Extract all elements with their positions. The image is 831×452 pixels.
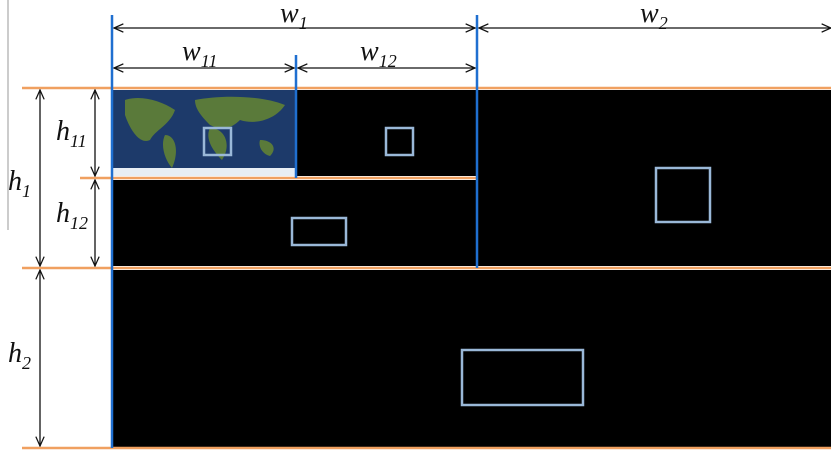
label-base: w (360, 36, 379, 67)
label-sub: 1 (299, 13, 308, 33)
feature-map (112, 270, 831, 448)
label: h1 (8, 166, 31, 201)
label: w11 (182, 36, 217, 71)
label-sub: 12 (379, 51, 397, 71)
label: h11 (56, 116, 87, 151)
label: h12 (56, 198, 88, 233)
label-sub: 11 (201, 51, 218, 71)
ice (112, 168, 296, 176)
diagram: w1 w2 w11 w12 h1 h11 h12 h2 (0, 0, 831, 452)
label: w1 (280, 0, 308, 33)
label-sub: 12 (70, 213, 88, 233)
label-base: h (8, 166, 22, 197)
label: w2 (640, 0, 668, 33)
feature-map (112, 180, 477, 266)
label-base: w (182, 36, 201, 67)
label-sub: 11 (70, 131, 87, 151)
label-base: h (8, 338, 22, 369)
feature-map (477, 90, 831, 266)
label-base: h (56, 116, 70, 147)
label: h2 (8, 338, 31, 373)
label-base: h (56, 198, 70, 229)
label-base: w (640, 0, 659, 29)
label-sub: 2 (659, 13, 668, 33)
label: w12 (360, 36, 397, 71)
label-base: w (280, 0, 299, 29)
label-sub: 1 (22, 181, 31, 201)
label-sub: 2 (22, 353, 31, 373)
